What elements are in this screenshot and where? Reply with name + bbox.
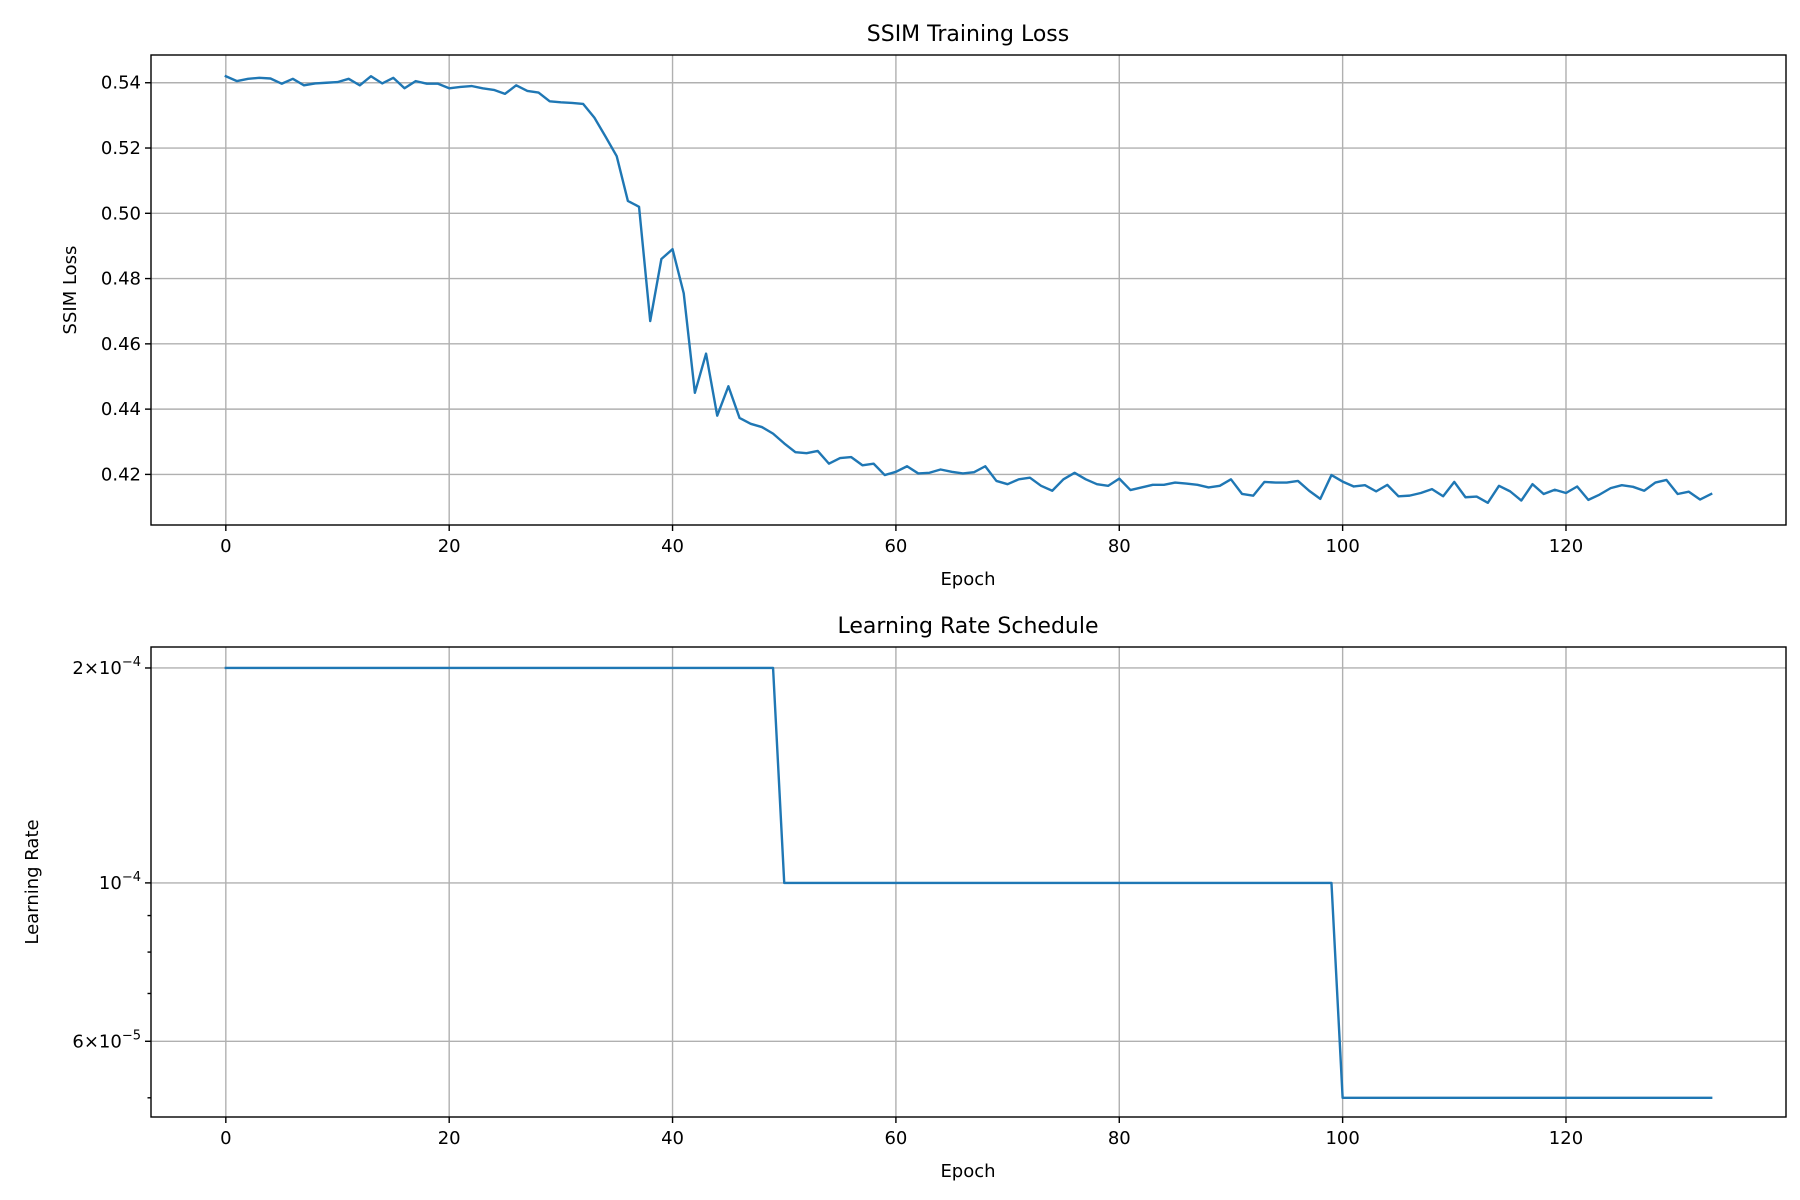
loss-x-tick-label: 120 [1549,536,1583,557]
lr-x-tick-label: 0 [220,1128,231,1149]
loss-y-tick-label: 0.48 [101,269,141,290]
loss-x-tick-label: 100 [1325,536,1359,557]
loss-chart: SSIM Training Loss 0 20 40 60 80 100 120 0.42 0.… [60,22,1787,590]
lr-x-tick-label: 120 [1549,1128,1583,1149]
loss-x-tick-label: 80 [1108,536,1131,557]
lr-chart: Learning Rate Schedule 0 20 40 60 80 100 120 2×… [22,614,1787,1182]
lr-y-tick-label: 10−4 [99,870,141,894]
loss-series-line [224,74,1713,505]
loss-y-tick-label: 0.54 [101,73,141,94]
loss-y-tick-label: 0.52 [101,138,141,159]
lr-ticks: 0 20 40 60 80 100 120 2×10−4 10−4 6×10−5 [72,655,1583,1149]
loss-y-tick-label: 0.44 [101,399,141,420]
loss-x-tick-label: 0 [220,536,231,557]
lr-series-layer [224,666,1713,1100]
loss-y-tick-label: 0.50 [101,203,141,224]
lr-series-line [224,666,1713,1100]
lr-chart-title: Learning Rate Schedule [837,614,1098,639]
loss-chart-title: SSIM Training Loss [867,22,1069,47]
loss-grid [151,55,1786,525]
loss-x-tick-label: 40 [661,536,684,557]
loss-x-axis-label: Epoch [940,569,995,590]
lr-plot-frame [150,646,1787,1118]
loss-plot-frame [150,54,1787,526]
lr-y-tick-label: 2×10−4 [72,655,141,679]
lr-x-tick-label: 60 [884,1128,907,1149]
loss-y-axis-label: SSIM Loss [60,246,81,335]
loss-ticks: 0 20 40 60 80 100 120 0.42 0.44 0.46 0.48 0.50 0.52 0… [101,73,1583,557]
lr-x-tick-label: 100 [1325,1128,1359,1149]
loss-series-layer [224,74,1713,505]
loss-y-tick-label: 0.46 [101,334,141,355]
lr-x-tick-label: 40 [661,1128,684,1149]
loss-x-tick-label: 60 [884,536,907,557]
lr-x-axis-label: Epoch [940,1161,995,1182]
lr-x-tick-label: 20 [438,1128,461,1149]
lr-y-axis-label: Learning Rate [22,819,43,944]
loss-x-tick-label: 20 [438,536,461,557]
loss-y-tick-label: 0.42 [101,464,141,485]
lr-x-tick-label: 80 [1108,1128,1131,1149]
lr-y-tick-label: 6×10−5 [72,1028,141,1052]
